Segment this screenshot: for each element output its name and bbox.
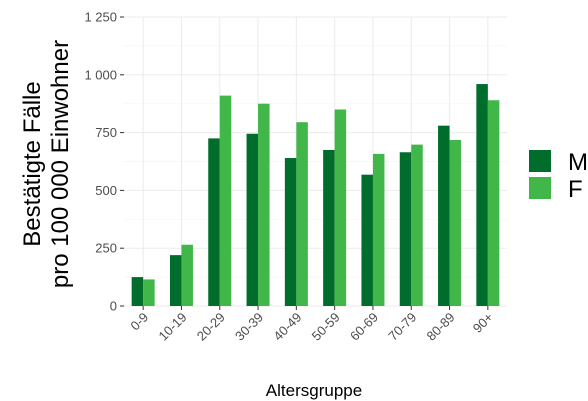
bar-m-20-29 (208, 138, 220, 306)
y-tick-label: 750 (95, 125, 117, 140)
y-tick-label: 500 (95, 183, 117, 198)
bars (131, 84, 500, 307)
y-tick-label: 0 (110, 299, 117, 314)
bar-f-80-89 (449, 139, 462, 306)
x-axis-title: Altersgruppe (266, 381, 362, 400)
legend-swatch-m (529, 150, 551, 172)
x-tick-label: 70-79 (385, 310, 419, 344)
bar-f-0-9 (143, 279, 155, 306)
x-axis-ticks: 0-9 10-19 20-29 30-39 40-49 50-59 60-69 70-79 80… (127, 306, 496, 344)
y-tick-label: 1 000 (84, 67, 117, 82)
legend: M F (529, 149, 588, 203)
y-tick-label: 1 250 (84, 10, 117, 25)
bar-f-30-39 (258, 103, 270, 306)
bar-m-30-39 (246, 133, 259, 306)
bar-m-70-79 (399, 152, 412, 306)
x-tick-label: 40-49 (270, 310, 304, 344)
bar-m-50-59 (323, 149, 335, 306)
x-tick-label: 30-39 (232, 310, 266, 344)
bar-m-10-19 (169, 255, 182, 306)
y-tick-label: 250 (95, 241, 117, 256)
bar-f-90+ (487, 100, 500, 307)
y-axis-title-line1: Bestätigte Fälle (19, 81, 46, 246)
bar-f-70-79 (411, 144, 423, 306)
x-tick-label: 80-89 (424, 310, 458, 344)
bar-f-10-19 (181, 244, 193, 306)
bar-f-40-49 (296, 122, 308, 306)
x-tick-label: 0-9 (127, 310, 151, 334)
x-tick-label: 10-19 (155, 310, 189, 344)
y-axis-ticks: 0 250 500 750 1 000 1 250 (84, 10, 124, 314)
bar-m-40-49 (284, 158, 297, 306)
bar-m-60-69 (361, 174, 373, 306)
x-tick-label: 90+ (470, 310, 496, 336)
x-tick-label: 20-29 (194, 310, 228, 344)
legend-label-m: M (568, 149, 588, 176)
x-tick-label: 50-59 (309, 310, 343, 344)
bar-m-0-9 (131, 277, 144, 306)
bar-f-60-69 (372, 153, 385, 306)
x-tick-label: 60-69 (347, 310, 381, 344)
bar-m-80-89 (438, 125, 450, 306)
bar-m-90+ (476, 84, 488, 306)
legend-label-f: F (568, 176, 583, 203)
y-axis-title-line2: pro 100 000 Einwohner (47, 40, 74, 288)
bar-f-20-29 (219, 95, 232, 306)
legend-swatch-f (529, 177, 551, 199)
bar-f-50-59 (334, 109, 347, 306)
